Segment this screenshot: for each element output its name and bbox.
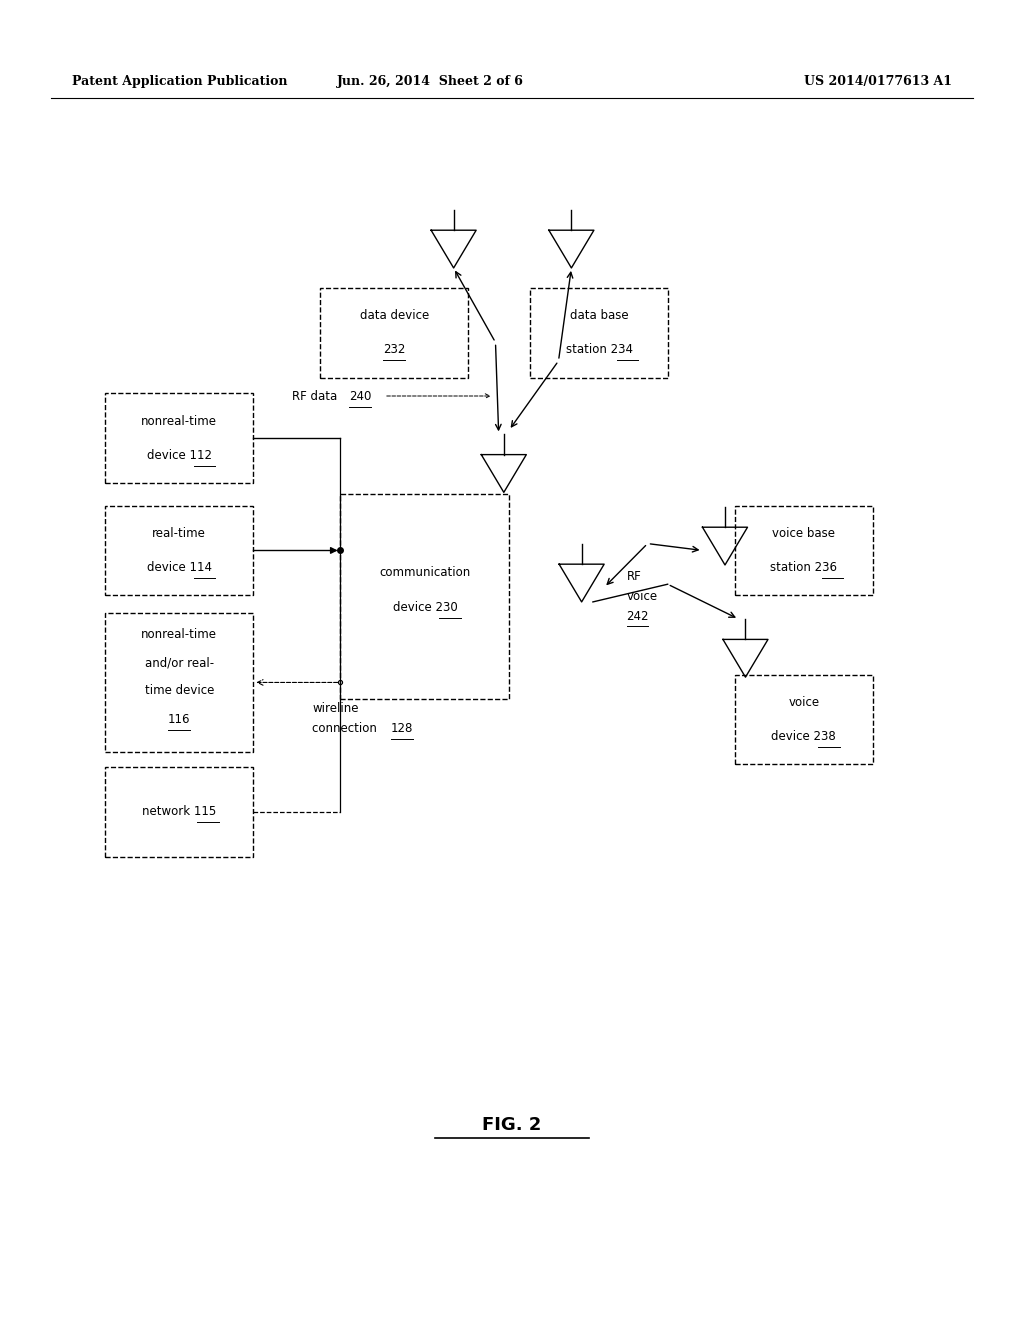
Text: voice base: voice base [772,527,836,540]
Text: nonreal-time: nonreal-time [141,414,217,428]
Bar [530,288,668,378]
Text: communication: communication [379,566,471,579]
Text: US 2014/0177613 A1: US 2014/0177613 A1 [804,75,952,88]
Text: 240: 240 [349,389,371,403]
Text: data base: data base [569,309,629,322]
Text: Jun. 26, 2014  Sheet 2 of 6: Jun. 26, 2014 Sheet 2 of 6 [337,75,523,88]
Bar [104,393,254,483]
Bar [104,612,254,752]
Text: 242: 242 [627,610,648,623]
Text: real-time: real-time [153,527,206,540]
Text: station 234: station 234 [565,343,633,356]
Bar [340,494,509,700]
Text: wireline: wireline [312,702,358,715]
Text: voice: voice [627,590,657,603]
Text: Patent Application Publication: Patent Application Publication [72,75,287,88]
Text: time device: time device [144,684,214,697]
Text: device 112: device 112 [146,449,212,462]
Text: station 236: station 236 [770,561,838,574]
Text: FIG. 2: FIG. 2 [482,1115,542,1134]
Text: RF: RF [627,570,641,583]
Text: 232: 232 [383,343,406,356]
Bar [319,288,469,378]
Text: nonreal-time: nonreal-time [141,628,217,642]
Bar [735,675,872,764]
Text: network 115: network 115 [142,805,216,818]
Text: device 230: device 230 [392,601,458,614]
Text: device 114: device 114 [146,561,212,574]
Bar [735,506,872,595]
Bar [104,767,254,857]
Text: connection: connection [312,722,381,735]
Text: RF data: RF data [292,389,341,403]
Text: device 238: device 238 [771,730,837,743]
Text: and/or real-: and/or real- [144,656,214,669]
Bar [104,506,254,595]
Text: 128: 128 [391,722,413,735]
Text: data device: data device [359,309,429,322]
Text: voice: voice [788,696,819,709]
Text: 116: 116 [168,713,190,726]
